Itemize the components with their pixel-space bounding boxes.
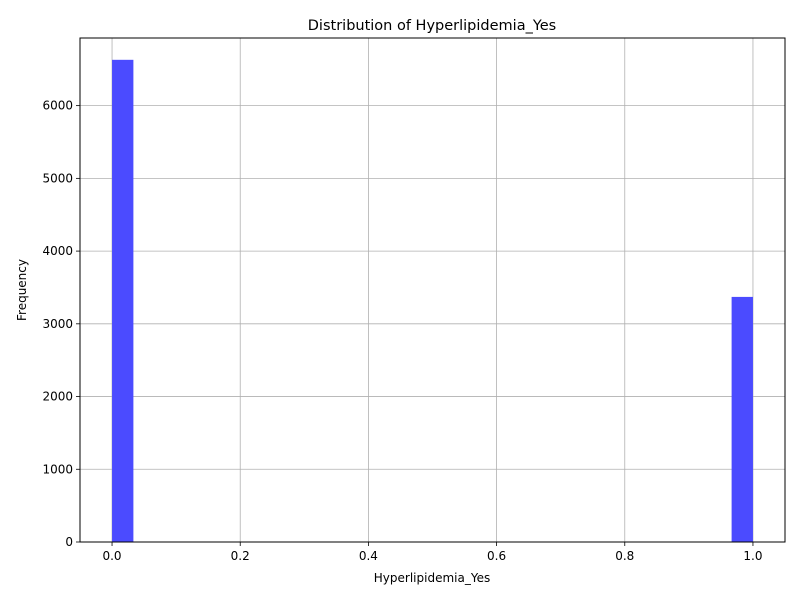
y-tick-label: 3000 — [42, 317, 73, 331]
y-tick-label: 2000 — [42, 390, 73, 404]
plot-frame — [79, 37, 786, 543]
histogram-bar — [112, 59, 134, 543]
histogram-bars — [112, 59, 753, 543]
y-tick-label: 0 — [65, 535, 73, 549]
x-tick-label: 0.8 — [615, 549, 634, 563]
grid-lines — [80, 38, 785, 543]
y-tick-label: 1000 — [42, 462, 73, 476]
x-axis-label: Hyperlipidemia_Yes — [374, 571, 490, 585]
y-axis-ticks: 0 1000 2000 3000 4000 5000 6000 — [42, 99, 80, 549]
x-tick-label: 0.0 — [102, 549, 121, 563]
chart-title: Distribution of Hyperlipidemia_Yes — [308, 18, 556, 34]
x-tick-label: 0.6 — [487, 549, 506, 563]
x-tick-label: 0.2 — [231, 549, 250, 563]
y-axis-label: Frequency — [15, 259, 29, 321]
y-tick-label: 6000 — [42, 99, 73, 113]
x-axis-ticks: 0.0 0.2 0.4 0.6 0.8 1.0 — [102, 542, 763, 563]
y-tick-label: 4000 — [42, 244, 73, 258]
x-tick-label: 1.0 — [743, 549, 762, 563]
y-tick-label: 5000 — [42, 171, 73, 185]
histogram-bar — [731, 296, 753, 542]
x-tick-label: 0.4 — [359, 549, 378, 563]
